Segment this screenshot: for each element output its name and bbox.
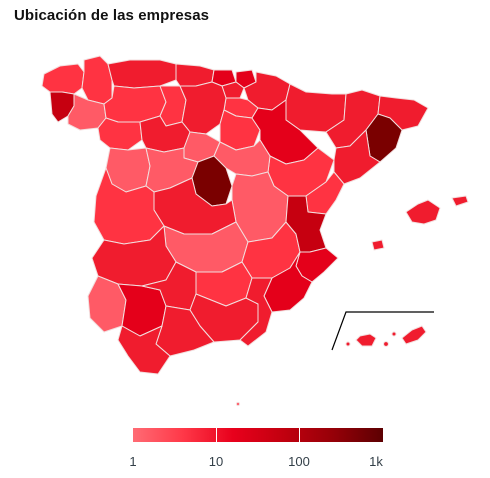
province-ourense[interactable] [67, 93, 107, 131]
province-mallorca[interactable] [405, 199, 441, 225]
canary-islands-inset-frame [331, 311, 434, 351]
legend-tick-label: 100 [288, 454, 310, 469]
province-asturias[interactable] [107, 59, 177, 89]
legend-divider [299, 428, 300, 442]
province-lugo[interactable] [81, 55, 113, 105]
canary-island-small-1[interactable] [345, 341, 351, 347]
map-title: Ubicación de las empresas [14, 7, 210, 24]
legend-divider [216, 428, 217, 442]
province-santa-cruz-de-tenerife[interactable] [355, 333, 377, 347]
province-las-palmas[interactable] [401, 325, 427, 345]
province-ceuta[interactable] [235, 401, 241, 407]
province-guadalajara[interactable] [213, 139, 271, 177]
province-tarragona[interactable] [333, 129, 381, 185]
legend-tick-label: 1k [369, 454, 383, 469]
legend-tick-label: 10 [208, 454, 224, 469]
province-almeria[interactable] [239, 277, 273, 347]
canary-island-small-3[interactable] [391, 331, 397, 337]
province-zamora[interactable] [97, 117, 143, 151]
color-scale-bar [133, 428, 383, 442]
province-ibiza[interactable] [371, 239, 385, 251]
province-menorca[interactable] [451, 195, 469, 207]
color-scale-legend: 1 10 100 1k [129, 428, 383, 469]
province-burgos[interactable] [179, 81, 227, 135]
legend-tick-label: 1 [129, 454, 137, 469]
canary-island-small-2[interactable] [383, 341, 389, 347]
province-cadiz[interactable] [117, 325, 171, 375]
province-a-coruna[interactable] [41, 63, 85, 95]
